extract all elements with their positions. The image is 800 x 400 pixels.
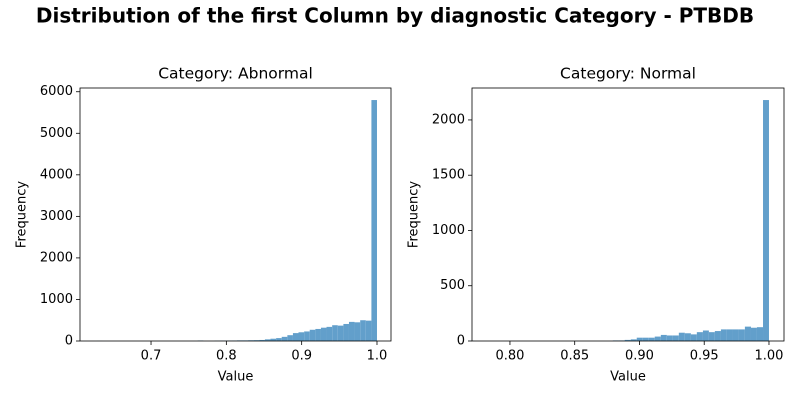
x-axis-label: Value (610, 370, 646, 385)
y-tick-label: 0 (65, 334, 73, 349)
bar (337, 325, 344, 341)
y-axis-label: Frequency (15, 181, 30, 248)
bar (371, 100, 377, 341)
bar (348, 321, 355, 341)
bar (624, 339, 631, 341)
bar (678, 332, 685, 341)
bar (298, 332, 305, 341)
y-tick-label: 6000 (40, 84, 73, 99)
bar (714, 331, 721, 341)
bar (292, 333, 299, 341)
bar (360, 320, 366, 341)
axes-frame (471, 87, 785, 342)
y-axis-label: Frequency (407, 181, 422, 248)
y-tick-label: 0 (457, 334, 465, 349)
subplot-title: Category: Normal (560, 65, 696, 83)
bar (309, 329, 316, 341)
y-tick-label: 1000 (432, 223, 465, 238)
bar (343, 323, 349, 341)
y-tick-label: 3000 (40, 209, 73, 224)
bar (660, 334, 667, 341)
bar (636, 337, 643, 341)
x-tick-label: 0.7 (141, 349, 162, 364)
bar (332, 325, 338, 341)
bar (276, 338, 282, 341)
y-tick-label: 1000 (40, 292, 73, 307)
bar (253, 340, 260, 341)
bar (726, 329, 733, 341)
bar (750, 327, 757, 341)
bar (666, 335, 673, 341)
x-axis-label: Value (218, 370, 254, 385)
x-tick-label: 0.80 (495, 349, 524, 364)
bar (732, 329, 739, 341)
x-tick-label: 1.00 (754, 349, 783, 364)
bar (708, 332, 715, 341)
bar (696, 332, 703, 341)
bar (315, 328, 321, 341)
bar (264, 339, 271, 341)
chart-title: Distribution of the first Column by diag… (36, 4, 754, 28)
bar (744, 326, 751, 341)
bar (648, 337, 655, 341)
y-tick-label: 1500 (432, 168, 465, 183)
bar (702, 330, 709, 341)
x-tick-label: 0.90 (625, 349, 654, 364)
y-tick-label: 2000 (432, 112, 465, 127)
bar (690, 334, 697, 341)
axes-frame (79, 87, 392, 342)
y-tick-label: 5000 (40, 126, 73, 141)
bar (763, 100, 769, 341)
y-tick-label: 500 (440, 278, 465, 293)
x-tick-label: 0.95 (690, 349, 719, 364)
bar (365, 320, 372, 341)
bar (642, 337, 649, 341)
bar (326, 326, 333, 341)
bar (672, 335, 679, 341)
x-tick-label: 1.0 (367, 349, 388, 364)
bar (259, 339, 265, 341)
bar (756, 327, 764, 341)
bar (654, 336, 661, 341)
y-tick-label: 2000 (40, 250, 73, 265)
bar (281, 336, 288, 341)
bar (720, 329, 727, 341)
bar (304, 331, 310, 341)
bar (287, 335, 293, 341)
subplot-title: Category: Abnormal (158, 65, 313, 83)
x-tick-label: 0.8 (216, 349, 237, 364)
y-tick-label: 4000 (40, 167, 73, 182)
bar (270, 338, 277, 341)
bar (354, 322, 361, 341)
bar (320, 327, 327, 341)
bar (630, 339, 637, 341)
x-tick-label: 0.85 (560, 349, 589, 364)
x-tick-label: 0.9 (291, 349, 312, 364)
bar (684, 333, 691, 341)
bar (738, 329, 745, 341)
